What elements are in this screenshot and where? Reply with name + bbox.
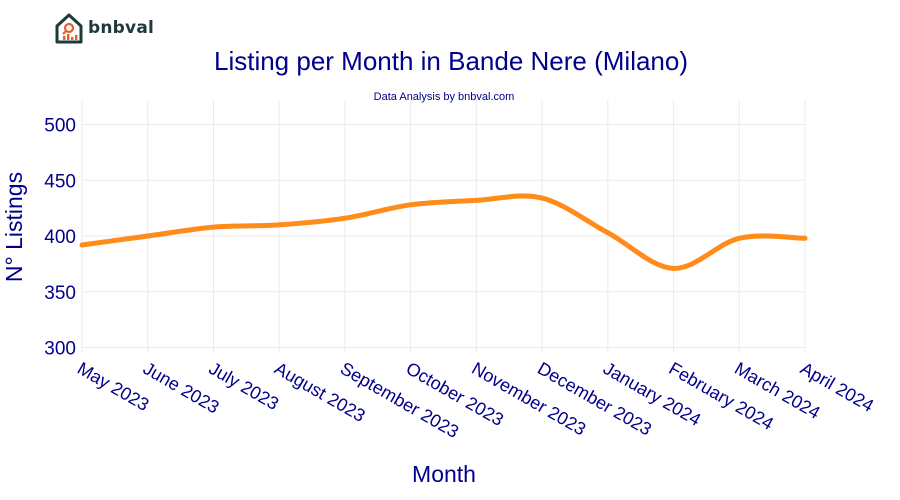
series-line bbox=[79, 193, 808, 271]
chart-title: Listing per Month in Bande Nere (Milano) bbox=[214, 46, 688, 76]
x-tick-label: December 2023 bbox=[534, 358, 655, 439]
y-tick-label: 450 bbox=[44, 171, 76, 192]
y-axis-label: N° Listings bbox=[1, 172, 27, 282]
house-chart-icon bbox=[55, 13, 83, 44]
chart-subtitle: Data Analysis by bnbval.com bbox=[374, 91, 515, 103]
y-tick-label: 400 bbox=[44, 227, 76, 248]
x-axis-label: Month bbox=[412, 461, 476, 487]
y-tick-label: 500 bbox=[44, 116, 76, 137]
y-tick-label: 300 bbox=[44, 339, 76, 360]
brand-logo: bnbval bbox=[54, 12, 154, 44]
x-tick-label: November 2023 bbox=[468, 358, 589, 439]
brand-name: bnbval bbox=[88, 18, 155, 38]
y-axis-ticks: 300 350 400 450 500 bbox=[44, 116, 76, 360]
grid-lines bbox=[81, 100, 806, 352]
x-tick-label: May 2023 bbox=[74, 358, 152, 415]
y-tick-label: 350 bbox=[44, 283, 76, 304]
